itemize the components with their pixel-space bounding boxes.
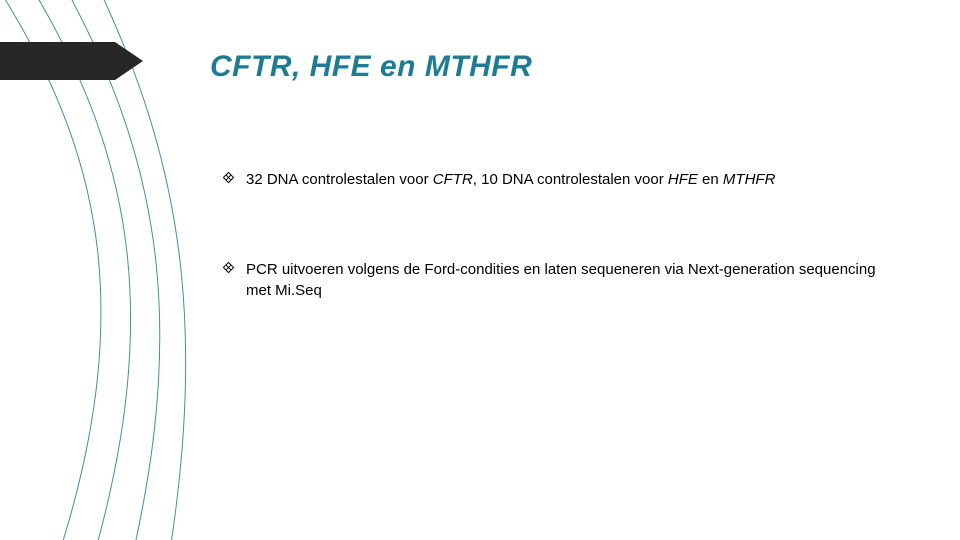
slide-title: CFTR, HFE en MTHFR xyxy=(210,50,532,84)
bullet-item: 32 DNA controlestalen voor CFTR, 10 DNA … xyxy=(223,170,903,190)
bullet-text: 32 DNA controlestalen voor CFTR, 10 DNA … xyxy=(246,170,903,190)
title-accent-bar xyxy=(0,42,115,80)
bullet-list: 32 DNA controlestalen voor CFTR, 10 DNA … xyxy=(223,170,903,371)
diamond-bullet-icon xyxy=(223,172,234,183)
bullet-item: PCR uitvoeren volgens de Ford-condities … xyxy=(223,260,903,301)
bullet-text: PCR uitvoeren volgens de Ford-condities … xyxy=(246,260,903,301)
title-accent-arrow xyxy=(115,42,143,80)
diamond-bullet-icon xyxy=(223,262,234,273)
